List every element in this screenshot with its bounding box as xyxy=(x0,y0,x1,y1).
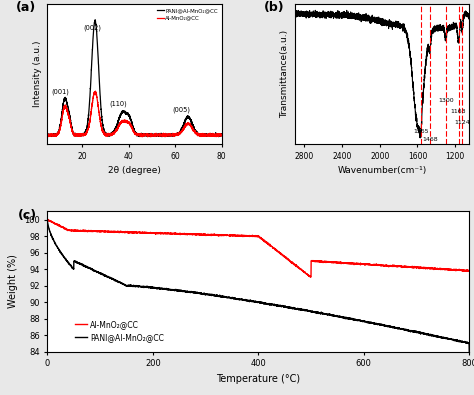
Text: (a): (a) xyxy=(16,1,36,14)
Text: (005): (005) xyxy=(172,107,190,113)
Al-MnO₂@CC xyxy=(197,132,202,137)
Text: 1468: 1468 xyxy=(422,137,438,142)
PANI@Al-MnO₂@CC xyxy=(458,339,464,344)
Text: (001): (001) xyxy=(51,88,69,95)
Text: (c): (c) xyxy=(18,209,37,222)
PANI@Al-MnO₂@CC xyxy=(206,292,212,297)
PANI@Al-MnO₂@CC xyxy=(216,132,221,137)
PANI@Al-MnO₂@CC xyxy=(162,134,168,139)
X-axis label: Temperature (°C): Temperature (°C) xyxy=(216,374,301,384)
PANI@Al-MnO₂@CC xyxy=(466,349,472,354)
Al-MnO₂@CC xyxy=(75,132,81,137)
Al-MnO₂@CC xyxy=(92,89,98,94)
Y-axis label: Transmittance(a.u.): Transmittance(a.u.) xyxy=(281,30,290,118)
Legend: Al-MnO₂@CC, PANI@Al-MnO₂@CC: Al-MnO₂@CC, PANI@Al-MnO₂@CC xyxy=(73,317,167,345)
Al-MnO₂@CC xyxy=(219,133,225,138)
Al-MnO₂@CC xyxy=(466,269,472,273)
PANI@Al-MnO₂@CC xyxy=(45,132,50,137)
Text: (002): (002) xyxy=(84,25,102,31)
Text: 1565: 1565 xyxy=(413,129,428,134)
Al-MnO₂@CC xyxy=(45,134,50,139)
Al-MnO₂@CC xyxy=(45,217,50,222)
Y-axis label: Intensity (a.u.): Intensity (a.u.) xyxy=(33,41,42,107)
Al-MnO₂@CC xyxy=(93,229,99,233)
Al-MnO₂@CC xyxy=(64,109,70,114)
PANI@Al-MnO₂@CC xyxy=(225,295,230,300)
Line: Al-MnO₂@CC: Al-MnO₂@CC xyxy=(47,219,469,277)
Al-MnO₂@CC xyxy=(45,217,50,222)
Al-MnO₂@CC xyxy=(216,133,221,137)
X-axis label: 2θ (degree): 2θ (degree) xyxy=(108,166,161,175)
Al-MnO₂@CC xyxy=(148,134,154,139)
Line: Al-MnO₂@CC: Al-MnO₂@CC xyxy=(47,91,222,137)
PANI@Al-MnO₂@CC xyxy=(413,329,419,334)
PANI@Al-MnO₂@CC xyxy=(118,280,123,285)
Text: (110): (110) xyxy=(109,100,127,107)
X-axis label: Wavenumber(cm⁻¹): Wavenumber(cm⁻¹) xyxy=(337,166,427,175)
Al-MnO₂@CC xyxy=(207,233,212,237)
PANI@Al-MnO₂@CC xyxy=(64,102,70,107)
PANI@Al-MnO₂@CC xyxy=(92,17,98,22)
PANI@Al-MnO₂@CC xyxy=(219,133,225,137)
PANI@Al-MnO₂@CC xyxy=(111,130,117,135)
Text: 1163: 1163 xyxy=(451,109,466,114)
PANI@Al-MnO₂@CC xyxy=(45,217,50,222)
PANI@Al-MnO₂@CC xyxy=(92,269,98,274)
Al-MnO₂@CC xyxy=(111,130,117,134)
Text: (b): (b) xyxy=(264,1,284,14)
Al-MnO₂@CC xyxy=(458,268,464,273)
PANI@Al-MnO₂@CC xyxy=(75,134,81,138)
Line: PANI@Al-MnO₂@CC: PANI@Al-MnO₂@CC xyxy=(47,20,222,137)
Text: 1124: 1124 xyxy=(455,120,470,126)
Line: PANI@Al-MnO₂@CC: PANI@Al-MnO₂@CC xyxy=(47,219,469,352)
PANI@Al-MnO₂@CC xyxy=(119,110,125,115)
Al-MnO₂@CC xyxy=(225,233,230,238)
PANI@Al-MnO₂@CC xyxy=(197,132,202,136)
Legend: PANI@Al-MnO₂@CC, Al-MnO₂@CC: PANI@Al-MnO₂@CC, Al-MnO₂@CC xyxy=(156,7,219,22)
Al-MnO₂@CC xyxy=(413,265,419,269)
Al-MnO₂@CC xyxy=(119,120,125,125)
Y-axis label: Weight (%): Weight (%) xyxy=(9,254,18,308)
Text: 1300: 1300 xyxy=(438,98,454,103)
Al-MnO₂@CC xyxy=(118,229,124,234)
Al-MnO₂@CC xyxy=(308,275,314,279)
